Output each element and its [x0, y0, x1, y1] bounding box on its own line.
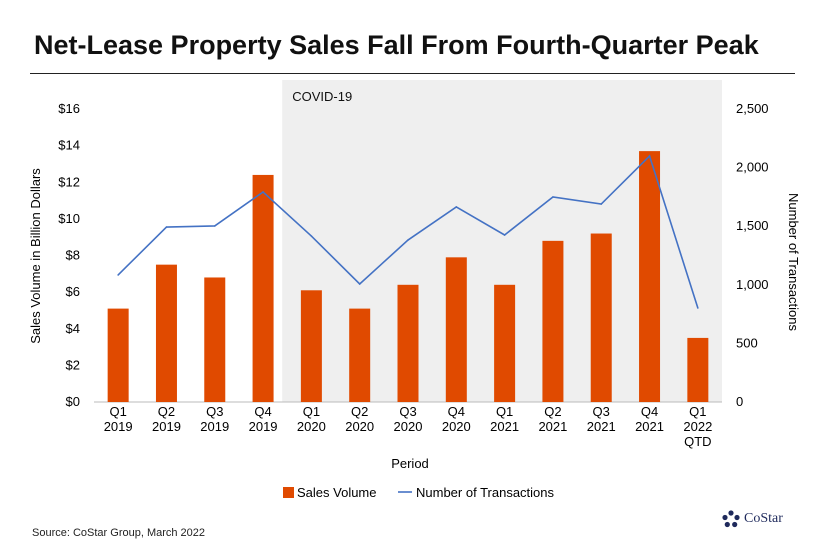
x-tick-label: Q2	[544, 404, 561, 419]
x-tick-label: 2020	[394, 419, 423, 434]
y-tick-label: $0	[66, 394, 80, 409]
y-axis-title: Sales Volume in Billion Dollars	[28, 168, 43, 344]
point-transactions	[165, 226, 168, 228]
chart: COVID-19 $0 $2 $4 $6 $8 $10 $12 $14 $16 0 500 1,000 1…	[28, 80, 801, 500]
x-tick-label: 2019	[152, 419, 181, 434]
bar-sales-volume	[107, 308, 129, 402]
x-tick-label: 2019	[104, 419, 133, 434]
bar-sales-volume	[155, 264, 177, 402]
logo-text: CoStar	[744, 511, 783, 526]
y-tick-label: $14	[58, 138, 80, 153]
y-tick-label: $6	[66, 284, 80, 299]
x-tick-label: 2020	[442, 419, 471, 434]
x-tick-label: Q3	[206, 404, 223, 419]
legend-label-sales: Sales Volume	[297, 485, 377, 500]
y2-tick-label: 1,000	[736, 277, 769, 292]
y2-tick-label: 500	[736, 335, 758, 350]
title-divider	[30, 73, 795, 74]
costar-logo: CoStar	[722, 510, 783, 528]
x-tick-label: 2022	[683, 419, 712, 434]
bar-sales-volume	[639, 151, 661, 402]
x-tick-label: 2021	[635, 419, 664, 434]
y-tick-label: $8	[66, 248, 80, 263]
chart-title: Net-Lease Property Sales Fall From Fourt…	[34, 30, 759, 60]
x-tick-label: Q4	[641, 404, 658, 419]
x-tick-label: 2020	[297, 419, 326, 434]
x-tick-label: Q4	[448, 404, 465, 419]
y-tick-label: $12	[58, 174, 80, 189]
bar-sales-volume	[300, 290, 322, 402]
point-transactions	[455, 206, 458, 208]
point-transactions	[117, 274, 119, 276]
y-tick-label: $2	[66, 357, 80, 372]
point-transactions	[262, 191, 264, 193]
y-tick-label: $16	[58, 101, 80, 116]
y-tick-label: $4	[66, 321, 80, 336]
x-tick-label: 2020	[345, 419, 374, 434]
x-tick-label: Q4	[254, 404, 271, 419]
x-tick-label: Q1	[109, 404, 126, 419]
x-tick-label: Q1	[303, 404, 320, 419]
x-tick-label: 2019	[200, 419, 229, 434]
point-transactions	[310, 235, 313, 237]
x-tick-label: Q3	[593, 404, 610, 419]
point-transactions	[503, 234, 506, 236]
x-tick-label: Q1	[689, 404, 706, 419]
legend-swatch-sales	[283, 487, 294, 498]
bar-sales-volume	[494, 284, 516, 402]
x-tick-label: QTD	[684, 434, 711, 449]
legend-label-transactions: Number of Transactions	[416, 485, 555, 500]
point-transactions	[697, 307, 699, 309]
x-tick-label: 2021	[490, 419, 519, 434]
x-tick-label: Q2	[351, 404, 368, 419]
x-axis-title: Period	[391, 456, 429, 471]
y2-tick-label: 2,000	[736, 160, 769, 175]
x-tick-label: Q2	[158, 404, 175, 419]
bar-sales-volume	[252, 174, 274, 402]
bar-sales-volume	[445, 257, 467, 402]
covid-label: COVID-19	[292, 89, 352, 104]
bar-sales-volume	[397, 284, 419, 402]
x-tick-label: 2021	[538, 419, 567, 434]
point-transactions	[648, 155, 651, 157]
point-transactions	[600, 203, 603, 205]
bar-sales-volume	[542, 240, 564, 402]
y2-tick-label: 0	[736, 394, 743, 409]
costar-logo-icon	[722, 510, 740, 528]
bar-sales-volume	[349, 308, 371, 402]
x-tick-label: Q1	[496, 404, 513, 419]
y2-axis-title: Number of Transactions	[786, 193, 801, 332]
bar-sales-volume	[590, 233, 612, 402]
bar-sales-volume	[687, 337, 709, 402]
bar-sales-volume	[204, 277, 226, 402]
x-tick-label: 2021	[587, 419, 616, 434]
source-note: Source: CoStar Group, March 2022	[32, 527, 206, 539]
x-tick-label: 2019	[249, 419, 278, 434]
point-transactions	[552, 196, 554, 198]
point-transactions	[358, 283, 361, 285]
y2-tick-label: 1,500	[736, 218, 769, 233]
y2-tick-label: 2,500	[736, 101, 769, 116]
point-transactions	[407, 239, 409, 241]
point-transactions	[213, 225, 216, 227]
y-tick-label: $10	[58, 211, 80, 226]
x-tick-label: Q3	[399, 404, 416, 419]
